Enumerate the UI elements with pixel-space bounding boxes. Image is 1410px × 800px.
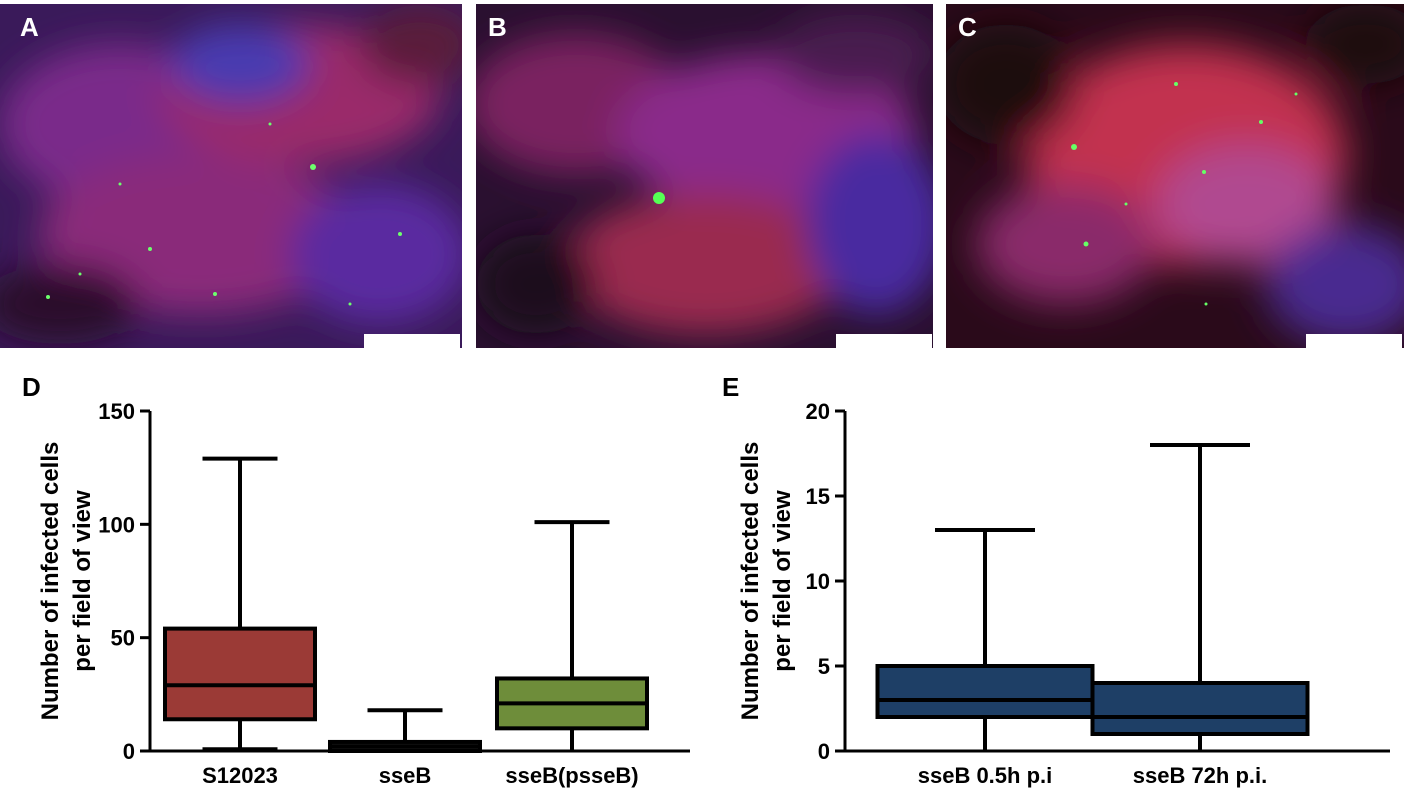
chart-e-y-tick-label: 20: [806, 399, 830, 424]
chart-d-y-tick-label: 100: [98, 512, 135, 537]
chart-e-y-tick-label: 0: [818, 739, 830, 764]
panel-label-b: B: [488, 12, 507, 42]
chart-d-y-tick-label: 50: [111, 626, 135, 651]
panel-label-c: C: [958, 12, 977, 42]
chart-d-box: [163, 626, 317, 722]
micrograph-panel-a: [0, 4, 462, 348]
micrograph-panel-c: [946, 4, 1404, 348]
scale-bar: [836, 334, 932, 348]
scale-bar: [1306, 334, 1402, 348]
chart-d-y-axis-label: per field of view: [69, 490, 96, 672]
micrograph-a-image: [0, 4, 462, 348]
chart-d-category-label: sseB(psseB): [505, 763, 638, 788]
chart-d-y-tick-label: 150: [98, 399, 135, 424]
panel-label-d: D: [22, 372, 41, 402]
chart-e-box: [1090, 681, 1310, 736]
chart-e-y-tick-label: 15: [806, 484, 830, 509]
micrograph-c-image: [946, 4, 1404, 348]
scale-bar: [364, 334, 460, 348]
chart-e-box: [875, 664, 1095, 719]
chart-d-category-label: S12023: [202, 763, 278, 788]
chart-e-y-axis-label: per field of view: [769, 490, 796, 672]
chart-e-y-tick-label: 10: [806, 569, 830, 594]
chart-d-y-axis-label: Number of infected cells: [37, 442, 64, 721]
panel-label-a: A: [20, 12, 39, 42]
chart-e-category-label: sseB 0.5h p.i: [918, 763, 1053, 788]
micrograph-b-image: [476, 4, 933, 348]
chart-e-y-tick-label: 5: [818, 654, 830, 679]
chart-d-category-label: sseB: [379, 763, 432, 788]
chart-d-y-tick-label: 0: [123, 739, 135, 764]
panel-label-e: E: [722, 372, 740, 402]
chart-e-category-label: sseB 72h p.i.: [1133, 763, 1268, 788]
chart-e-y-axis-label: Number of infected cells: [737, 442, 764, 721]
micrograph-panel-b: [476, 4, 933, 348]
